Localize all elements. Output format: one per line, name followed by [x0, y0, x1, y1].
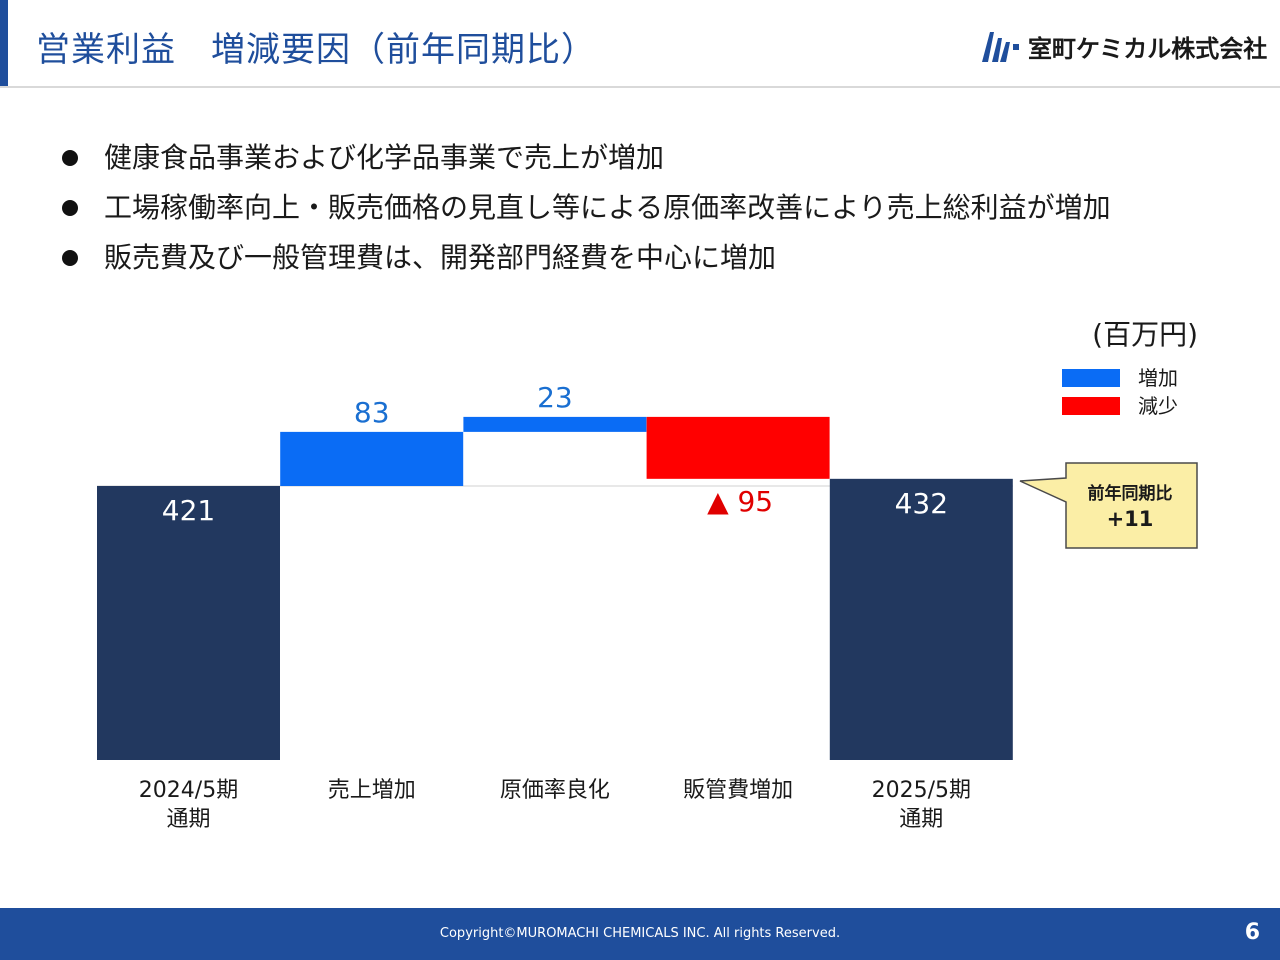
- bar-value-label: ▲ 95: [707, 485, 773, 518]
- company-name: 室町ケミカル株式会社: [1028, 34, 1268, 63]
- category-label: 原価率良化: [500, 778, 610, 803]
- callout-bubble: [1019, 462, 1198, 549]
- bullet-item: 販売費及び一般管理費は、開発部門経費を中心に増加: [58, 236, 1111, 286]
- page-title: 営業利益 増減要因（前年同期比）: [36, 30, 596, 70]
- category-label: 2024/5期: [139, 778, 238, 803]
- legend-label: 減少: [1138, 394, 1178, 418]
- chart-unit-label: (百万円): [1092, 318, 1198, 351]
- bullet-list: 健康食品事業および化学品事業で売上が増加 工場稼働率向上・販売価格の見直し等によ…: [58, 136, 1111, 286]
- bullet-text: 工場稼働率向上・販売価格の見直し等による原価率改善により売上総利益が増加: [104, 191, 1111, 224]
- category-label: 通期: [899, 807, 943, 832]
- category-label: 2025/5期: [872, 778, 971, 803]
- bullet-dot-icon: [62, 150, 78, 166]
- legend-swatch: [1062, 369, 1120, 387]
- bullet-text: 健康食品事業および化学品事業で売上が増加: [104, 141, 665, 174]
- category-label: 売上増加: [328, 778, 416, 803]
- bullet-item: 工場稼働率向上・販売価格の見直し等による原価率改善により売上総利益が増加: [58, 186, 1111, 236]
- company-logo-icon: [982, 32, 1019, 62]
- bar-value-label: 23: [537, 381, 573, 414]
- bullet-item: 健康食品事業および化学品事業で売上が増加: [58, 136, 1111, 186]
- bullet-dot-icon: [62, 250, 78, 266]
- category-label: 通期: [166, 807, 210, 832]
- bar-0: [97, 486, 280, 760]
- legend-swatch: [1062, 397, 1120, 415]
- bullet-text: 販売費及び一般管理費は、開発部門経費を中心に増加: [104, 241, 777, 274]
- header-accent-bar: [0, 0, 8, 88]
- bar-4: [829, 478, 1013, 760]
- page-number: 6: [1244, 920, 1260, 945]
- bar-value-label: 83: [354, 396, 390, 429]
- bar-3: [646, 416, 830, 479]
- copyright-text: Copyright©MUROMACHI CHEMICALS INC. All r…: [439, 926, 841, 941]
- bar-1: [280, 431, 464, 486]
- legend-label: 増加: [1138, 366, 1178, 390]
- bar-value-label: 432: [895, 487, 948, 520]
- category-label: 販管費増加: [683, 778, 793, 803]
- bar-value-label: 421: [162, 494, 215, 527]
- header-divider: [0, 86, 1280, 88]
- bar-2: [463, 416, 647, 432]
- callout-title: 前年同期比: [1088, 483, 1173, 504]
- company-logo: 室町ケミカル株式会社: [980, 26, 1267, 66]
- footer-bar: Copyright©MUROMACHI CHEMICALS INC. All r…: [0, 908, 1280, 960]
- bullet-dot-icon: [62, 200, 78, 216]
- callout-value: +11: [1107, 507, 1154, 531]
